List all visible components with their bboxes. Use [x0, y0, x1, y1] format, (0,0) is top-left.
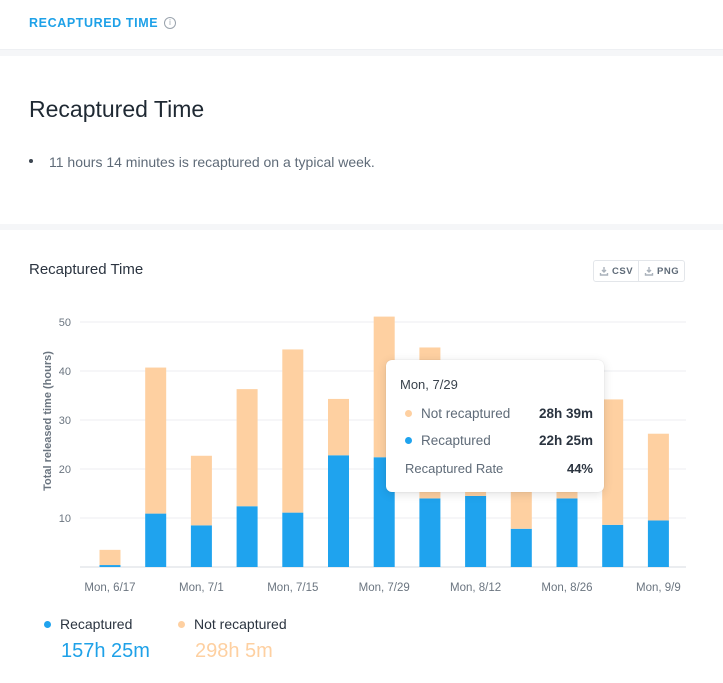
- bar-not-recaptured: [145, 367, 167, 514]
- section-header: RECAPTURED TIME i: [0, 0, 723, 50]
- x-tick-label: Mon, 6/17: [84, 582, 135, 594]
- y-axis-label: Total released time (hours): [42, 351, 54, 491]
- summary-bullet-text: 11 hours 14 minutes is recaptured on a t…: [49, 154, 375, 170]
- bar-recaptured: [328, 455, 349, 567]
- bar-not-recaptured: [236, 389, 258, 507]
- legend-not-recaptured[interactable]: Not recaptured 298h 5m: [178, 616, 287, 663]
- bar-not-recaptured: [647, 433, 669, 521]
- bar-recaptured: [510, 528, 532, 567]
- bar-recaptured: [236, 506, 258, 567]
- legend-not-recaptured-label: Not recaptured: [194, 616, 287, 632]
- y-tick-label: 30: [59, 415, 71, 427]
- recaptured-legend-swatch: [44, 620, 51, 628]
- legend-not-recaptured-total: 298h 5m: [195, 640, 273, 662]
- not-recaptured-legend-swatch: [178, 620, 185, 628]
- info-icon[interactable]: i: [164, 17, 176, 29]
- divider: [0, 224, 723, 230]
- x-tick-label: Mon, 7/15: [267, 582, 318, 594]
- y-tick-label: 20: [59, 464, 71, 476]
- x-tick-label: Mon, 9/9: [636, 582, 681, 594]
- tooltip-not-recaptured-label: Not recaptured: [421, 406, 511, 421]
- download-csv-button[interactable]: CSV: [594, 261, 638, 281]
- not-recaptured-swatch: [405, 409, 412, 417]
- bar-not-recaptured: [282, 349, 304, 513]
- bar-not-recaptured: [190, 455, 212, 526]
- bar-recaptured: [602, 524, 624, 567]
- y-tick-label: 10: [59, 513, 71, 525]
- bar-recaptured: [190, 525, 212, 567]
- summary-title: Recaptured Time: [29, 96, 205, 122]
- section-title: RECAPTURED TIME: [29, 16, 159, 30]
- tooltip-date: Mon, 7/29: [400, 377, 458, 392]
- bar-recaptured: [419, 498, 441, 567]
- tooltip-not-recaptured-value: 28h 39m: [538, 406, 593, 421]
- bar-not-recaptured: [328, 398, 349, 456]
- y-tick-label: 50: [59, 317, 71, 329]
- tooltip-rate-value: 44%: [566, 461, 593, 476]
- tooltip-recaptured-label: Recaptured: [421, 433, 491, 448]
- x-tick-label: Mon, 8/12: [450, 582, 501, 594]
- legend-recaptured-total: 157h 25m: [61, 640, 150, 662]
- bar-recaptured: [145, 513, 167, 567]
- bar-recaptured: [99, 565, 121, 567]
- download-icon: [599, 267, 609, 276]
- bar-recaptured: [556, 498, 578, 567]
- x-tick-label: Mon, 8/26: [541, 582, 592, 594]
- bar-not-recaptured: [602, 399, 624, 525]
- png-label: PNG: [657, 265, 680, 277]
- bar-recaptured: [282, 512, 304, 567]
- bar-recaptured: [465, 495, 487, 567]
- tooltip-row-not-recaptured: Not recaptured 28h 39m: [405, 406, 595, 421]
- divider: [0, 50, 723, 56]
- x-tick-label: Mon, 7/1: [179, 582, 224, 594]
- recaptured-swatch: [405, 436, 412, 444]
- csv-label: CSV: [612, 265, 634, 277]
- download-icon: [644, 267, 654, 276]
- bar-recaptured: [647, 520, 669, 567]
- y-tick-label: 40: [59, 366, 71, 378]
- chart-tooltip: Mon, 7/29 Not recaptured 28h 39m Recaptu…: [386, 360, 604, 492]
- chart-title: Recaptured Time: [29, 261, 144, 278]
- bullet-dot: [29, 159, 33, 164]
- bar-not-recaptured: [99, 549, 121, 566]
- legend-recaptured[interactable]: Recaptured 157h 25m: [44, 616, 150, 663]
- x-tick-label: Mon, 7/29: [359, 582, 410, 594]
- download-png-button[interactable]: PNG: [638, 261, 684, 281]
- tooltip-recaptured-value: 22h 25m: [538, 433, 593, 448]
- tooltip-rate-label: Recaptured Rate: [405, 461, 504, 476]
- tooltip-rate: Recaptured Rate 44%: [405, 461, 595, 476]
- download-buttons: CSV PNG: [593, 260, 686, 282]
- summary-bullet: 11 hours 14 minutes is recaptured on a t…: [29, 154, 375, 170]
- tooltip-row-recaptured: Recaptured 22h 25m: [405, 433, 595, 448]
- legend-recaptured-label: Recaptured: [60, 616, 133, 632]
- summary-card: Recaptured Time 11 hours 14 minutes is r…: [0, 56, 723, 224]
